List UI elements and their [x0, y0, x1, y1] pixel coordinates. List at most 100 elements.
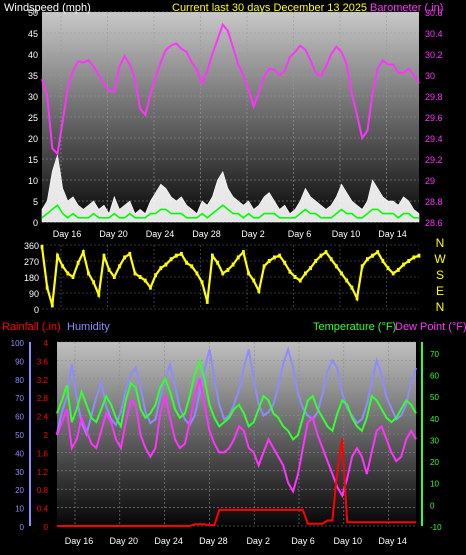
rainfall-tick-label: 0.4: [37, 505, 49, 514]
windspeed-tick-label: 40: [28, 50, 38, 60]
x-tick-label: Day 2: [246, 536, 270, 546]
humidity-tick-label: 40: [15, 449, 24, 458]
panel-3-axes: 0 10 20 30 40 50 60 70 80 90 100 0 0.4 0.8 1.2 1.6 2 2.4 2…: [11, 339, 442, 546]
windspeed-tick-label: 30: [28, 92, 38, 102]
barometer-tick-label: 30.6: [425, 8, 443, 18]
panel-3-legend: Rainfall (.in) Humidity Temperature (°F)…: [2, 321, 466, 333]
barometer-tick-label: 29.6: [425, 113, 443, 123]
rainfall-tick-label: 2: [44, 431, 49, 440]
rainfall-tick-label: 4: [44, 339, 49, 348]
rainfall-tick-label: 1.2: [37, 468, 49, 477]
legend-rainfall: Rainfall (.in): [2, 321, 61, 333]
panel-1-axes: 0 5 10 15 20 25 30 35 40 45 50 28.6 28.8 29 29.2 29.4 29…: [28, 8, 443, 239]
barometer-tick-label: 30.2: [425, 50, 443, 60]
temperature-tick-label: 60: [430, 371, 439, 380]
direction-tick-label: 180: [24, 273, 39, 283]
rainfall-tick-label: 0.8: [37, 486, 49, 495]
x-tick-label: Day 6: [291, 536, 315, 546]
panel-3-series: [56, 345, 417, 527]
x-tick-label: Day 28: [192, 229, 221, 239]
x-tick-label: Day 6: [288, 229, 312, 239]
barometer-axis-label: Barometer (.in): [370, 2, 443, 14]
x-tick-label: Day 16: [53, 229, 82, 239]
legend-dewpoint: Dew Point (°F): [395, 321, 466, 333]
direction-tick-label: 90: [29, 289, 39, 299]
windspeed-tick-label: 20: [28, 134, 38, 144]
legend-temperature: Temperature (°F): [313, 321, 396, 333]
barometer-tick-label: 29: [425, 176, 435, 186]
compass-label: N: [436, 300, 445, 314]
x-tick-label: Day 10: [332, 229, 361, 239]
panel-temp-humidity-rain: 0 10 20 30 40 50 60 70 80 90 100 0 0.4 0.8 1.2 1.6 2 2.4 2…: [2, 321, 466, 546]
windspeed-tick-label: 50: [28, 8, 38, 18]
temperature-tick-label: 40: [430, 415, 439, 424]
direction-tick-label: 0: [34, 305, 39, 315]
temperature-tick-label: 70: [430, 350, 439, 359]
rainfall-tick-label: 2.4: [37, 413, 49, 422]
compass-label: W: [434, 252, 446, 266]
windspeed-tick-label: 45: [28, 29, 38, 39]
panel-3-grid: [57, 341, 416, 527]
direction-point: [40, 244, 44, 249]
humidity-tick-label: 20: [15, 486, 24, 495]
humidity-tick-label: 100: [11, 339, 25, 348]
x-tick-label: Day 14: [378, 536, 407, 546]
direction-tick-label: 270: [24, 257, 39, 267]
windspeed-tick-label: 15: [28, 155, 38, 165]
windspeed-tick-label: 35: [28, 71, 38, 81]
direction-point: [417, 253, 421, 258]
compass-label: E: [436, 284, 444, 298]
x-tick-label: Day 20: [110, 536, 139, 546]
x-tick-label: Day 14: [378, 229, 407, 239]
panel-wind-barometer: 0 5 10 15 20 25 30 35 40 45 50 28.6 28.8 29 29.2 29.4 29…: [4, 2, 443, 239]
x-tick-label: Day 20: [99, 229, 128, 239]
x-tick-label: Day 2: [241, 229, 265, 239]
barometer-tick-label: 30.4: [425, 29, 443, 39]
humidity-tick-label: 10: [15, 505, 24, 514]
windspeed-tick-label: 5: [33, 197, 38, 207]
chart-title: Current last 30 days December 13 2025: [172, 2, 367, 14]
compass-label: N: [436, 236, 445, 250]
humidity-tick-label: 80: [15, 376, 24, 385]
direction-series: [40, 246, 420, 306]
rainfall-tick-label: 3.2: [37, 376, 49, 385]
direction-tick-label: 360: [24, 241, 39, 251]
dewpoint-series: [56, 378, 417, 499]
temperature-tick-label: -10: [430, 523, 442, 532]
humidity-tick-label: 70: [15, 394, 24, 403]
windspeed-tick-label: 0: [33, 218, 38, 228]
barometer-tick-label: 30: [425, 71, 435, 81]
x-tick-label: Day 10: [334, 536, 363, 546]
x-tick-label: Day 24: [146, 229, 175, 239]
temperature-series: [56, 358, 417, 441]
barometer-tick-label: 28.8: [425, 197, 443, 207]
panel-1-series: [41, 22, 420, 223]
temperature-tick-label: 30: [430, 436, 439, 445]
humidity-tick-label: 0: [20, 523, 25, 532]
gust-series: [41, 204, 419, 219]
panel-2-series: [40, 244, 421, 308]
barometer-tick-label: 29.2: [425, 155, 443, 165]
humidity-tick-label: 90: [15, 357, 24, 366]
legend-humidity: Humidity: [67, 321, 110, 333]
windspeed-axis-label: Windspeed (mph): [4, 2, 91, 14]
temperature-tick-label: 10: [430, 480, 439, 489]
temperature-tick-label: 50: [430, 393, 439, 402]
barometer-series: [41, 22, 420, 156]
windspeed-tick-label: 10: [28, 176, 38, 186]
compass-label: S: [436, 268, 444, 282]
humidity-series: [56, 345, 417, 437]
humidity-tick-label: 30: [15, 468, 24, 477]
barometer-tick-label: 29.4: [425, 134, 443, 144]
x-tick-label: Day 16: [65, 536, 94, 546]
rainfall-tick-label: 1.6: [37, 449, 49, 458]
temperature-tick-label: 0: [430, 501, 435, 510]
windspeed-tick-label: 25: [28, 113, 38, 123]
windspeed-series: [41, 154, 420, 223]
temperature-tick-label: 20: [430, 458, 439, 467]
x-tick-label: Day 24: [154, 536, 183, 546]
humidity-tick-label: 50: [15, 431, 24, 440]
